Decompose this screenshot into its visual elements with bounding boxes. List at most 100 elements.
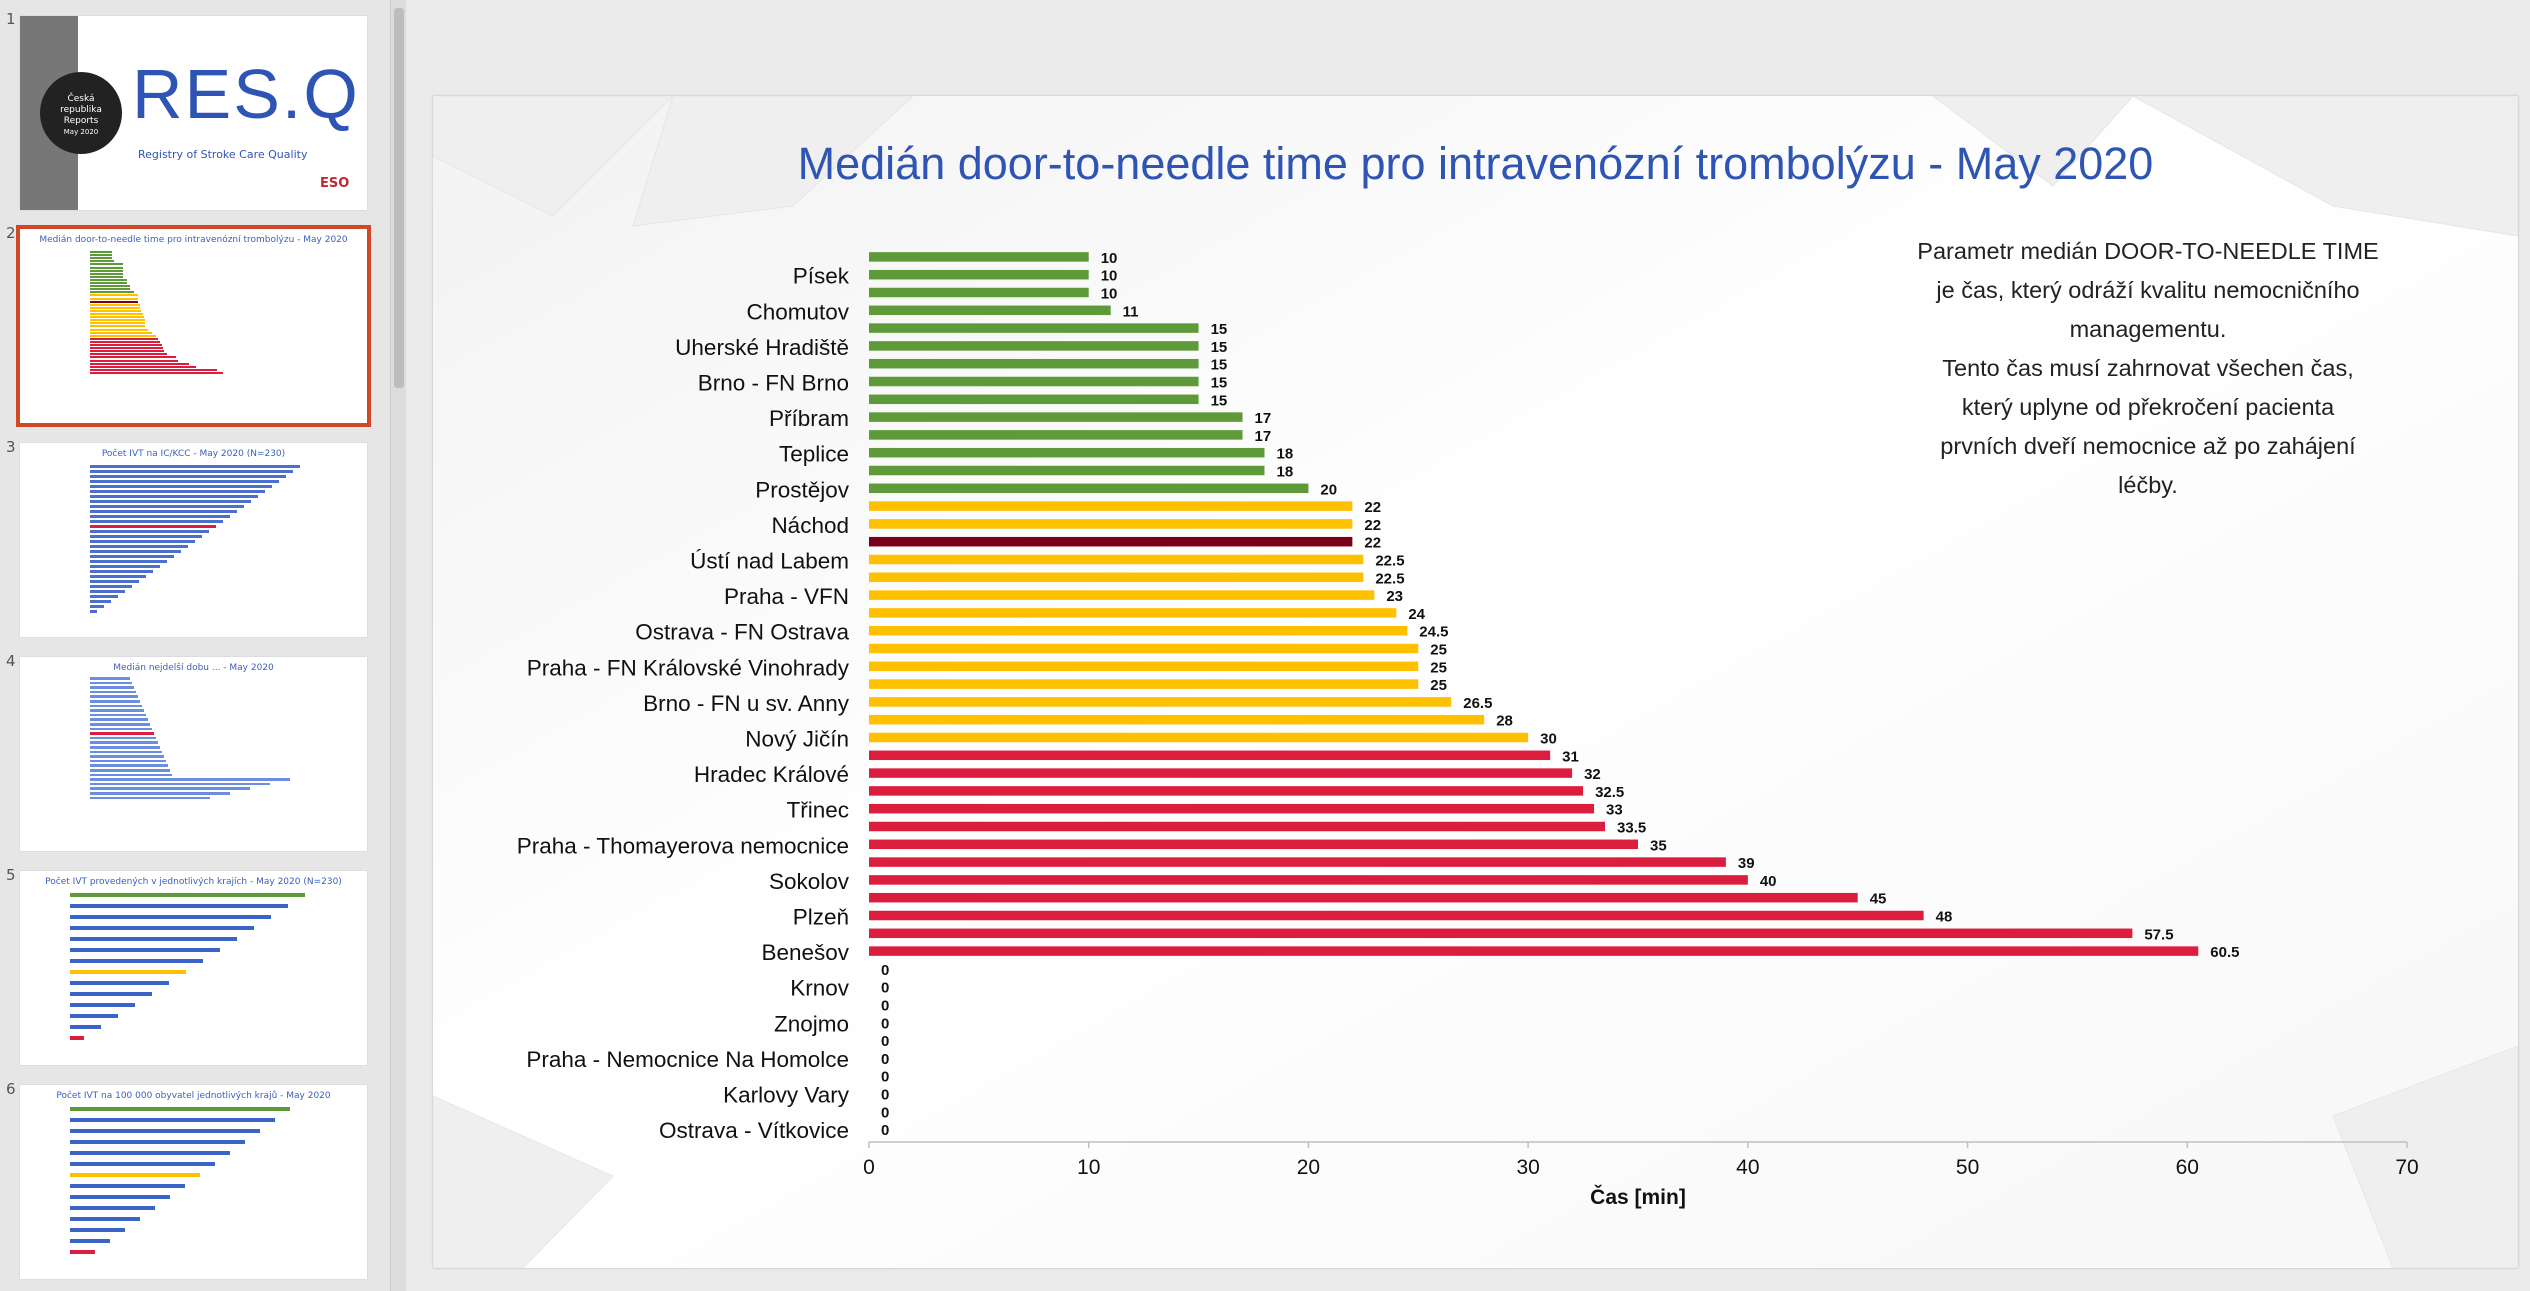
value-label: 10 xyxy=(1101,250,1118,267)
mini-bar xyxy=(90,610,97,613)
mini-bar xyxy=(90,759,166,763)
value-label: 57.5 xyxy=(2144,926,2173,943)
x-tick-label: 30 xyxy=(1516,1156,1539,1179)
mini-bar xyxy=(90,288,130,291)
mini-bar xyxy=(90,713,146,717)
slide-thumbnail-1[interactable]: Česká republika Reports May 2020 RES.Q R… xyxy=(20,16,367,210)
slide-thumbnail-3[interactable]: Počet IVT na IC/KCC - May 2020 (N=230) xyxy=(20,443,367,637)
slide-canvas[interactable]: Medián door-to-needle time pro intravenó… xyxy=(433,96,2518,1268)
value-label: 25 xyxy=(1430,677,1447,694)
mini-bar xyxy=(90,269,123,272)
mini-bar xyxy=(90,570,153,573)
mini-bar xyxy=(90,510,237,513)
mini-bar xyxy=(70,948,220,952)
mini-bar xyxy=(70,1250,95,1254)
mini-bar xyxy=(90,251,112,253)
value-label: 15 xyxy=(1211,375,1228,392)
category-label: Praha - FN Královské Vinohrady xyxy=(527,655,850,680)
bar xyxy=(869,376,1199,387)
mini-bar xyxy=(90,520,223,523)
mini-bar xyxy=(70,992,152,996)
bar xyxy=(869,768,1573,778)
bar xyxy=(869,287,1089,298)
mini-bar xyxy=(70,1206,155,1210)
mini-bar xyxy=(90,782,270,786)
mini-bar xyxy=(90,485,272,488)
category-label: Ústí nad Labem xyxy=(690,549,849,574)
description-line: managementu. xyxy=(2069,316,2227,342)
value-label: 15 xyxy=(1211,357,1228,374)
category-label: Sokolov xyxy=(769,869,850,894)
mini-bar xyxy=(90,750,162,754)
mini-bar xyxy=(70,904,288,908)
slide-number: 4 xyxy=(6,652,16,670)
mini-bar xyxy=(90,690,136,694)
slide-thumbnail-5[interactable]: Počet IVT provedených v jednotlivých kra… xyxy=(20,871,367,1065)
bar xyxy=(869,501,1353,511)
description-line: prvních dveří nemocnice až po zahájení xyxy=(1940,433,2356,459)
mini-bar xyxy=(90,362,189,365)
bar xyxy=(869,946,2199,956)
mini-bar xyxy=(90,796,210,800)
mini-bar xyxy=(90,792,230,795)
mini-bar xyxy=(90,322,145,325)
mini-bar xyxy=(90,353,167,356)
mini-bar xyxy=(90,368,217,371)
mini-bar xyxy=(90,695,138,698)
bar xyxy=(869,697,1452,707)
mini-bar xyxy=(70,926,254,930)
mini-bar xyxy=(90,575,146,578)
mini-bar xyxy=(90,263,123,266)
x-tick-label: 20 xyxy=(1297,1156,1320,1179)
mini-bar xyxy=(90,787,250,790)
value-label: 24.5 xyxy=(1419,624,1448,641)
value-label: 18 xyxy=(1276,464,1293,481)
bar xyxy=(869,394,1199,405)
mini-bar xyxy=(70,893,305,897)
mini-bar xyxy=(90,681,132,685)
value-label: 22 xyxy=(1364,517,1381,534)
value-label: 0 xyxy=(881,1033,889,1050)
bar xyxy=(869,750,1551,761)
mini-bar xyxy=(90,585,132,588)
mini-bar xyxy=(90,319,145,322)
mini-bar xyxy=(90,325,145,328)
mini-bar xyxy=(90,495,258,498)
slide-thumbnail-2[interactable]: Medián door-to-needle time pro intravenó… xyxy=(16,225,371,427)
mini-bar xyxy=(90,297,139,300)
value-label: 22.5 xyxy=(1375,553,1404,570)
bar xyxy=(869,305,1111,316)
x-tick-label: 50 xyxy=(1956,1156,1979,1179)
bar xyxy=(869,714,1485,725)
value-label: 15 xyxy=(1211,321,1228,338)
thumbnail-scrollbar[interactable] xyxy=(390,0,407,1291)
mini-bar xyxy=(90,755,164,758)
category-label: Uherské Hradiště xyxy=(675,335,849,360)
mini-bar xyxy=(70,959,203,963)
bar xyxy=(869,803,1595,814)
description-line: který uplyne od překročení pacienta xyxy=(1961,394,2335,420)
bar xyxy=(869,341,1199,351)
value-label: 20 xyxy=(1320,481,1337,498)
badge-text: Reports xyxy=(63,116,99,126)
mini-bar xyxy=(90,303,140,306)
mini-bar xyxy=(90,331,152,334)
x-tick-label: 40 xyxy=(1736,1156,1759,1179)
mini-bar xyxy=(90,515,230,518)
scrollbar-thumb[interactable] xyxy=(394,8,404,388)
slide-number: 2 xyxy=(6,224,16,242)
slide-thumbnail-6[interactable]: Počet IVT na 100 000 obyvatel jednotlivý… xyxy=(20,1085,367,1279)
category-label: Znojmo xyxy=(774,1011,849,1036)
mini-bar xyxy=(90,316,144,319)
slide-editing-area: Medián door-to-needle time pro intravenó… xyxy=(406,0,2530,1291)
value-label: 33.5 xyxy=(1617,820,1646,837)
mini-bar xyxy=(90,741,158,744)
mini-bar xyxy=(90,525,216,528)
mini-bar xyxy=(70,1107,290,1111)
slide-thumbnail-4[interactable]: Medián nejdelší dobu ... - May 2020 xyxy=(20,657,367,851)
category-label: Písek xyxy=(793,264,850,289)
mini-bar xyxy=(70,1151,230,1155)
category-label: Teplice xyxy=(779,442,849,467)
mini-bar xyxy=(90,294,139,297)
